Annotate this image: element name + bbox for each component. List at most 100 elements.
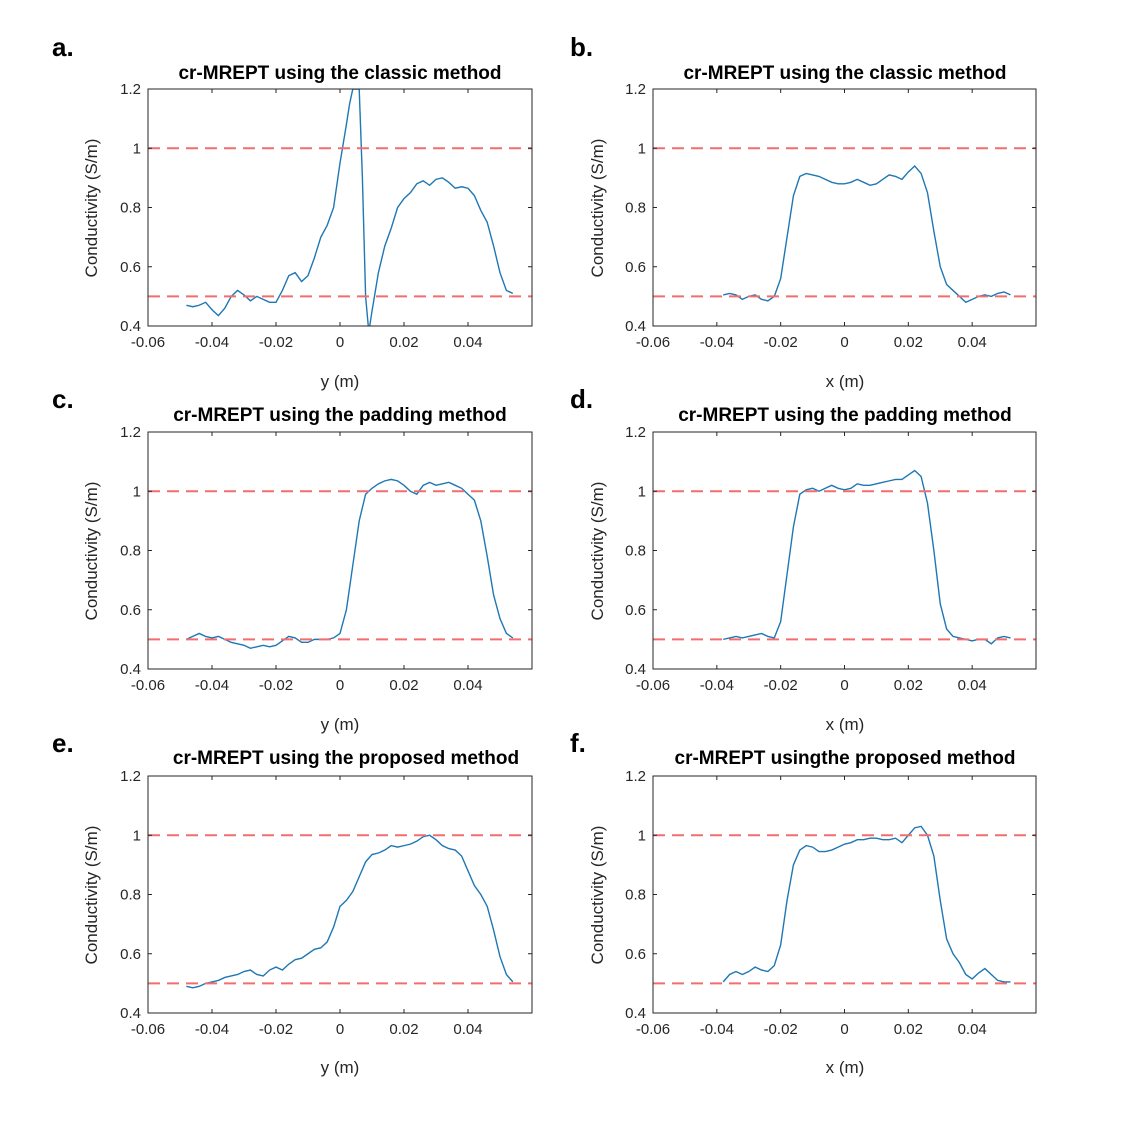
y-axis-label-a: Conductivity (S/m) xyxy=(82,139,101,278)
x-tick-label-b-5: 0.04 xyxy=(958,334,987,351)
x-tick-label-e-0: -0.06 xyxy=(131,1021,165,1038)
y-tick-label-c-1: 0.6 xyxy=(120,602,141,619)
x-tick-label-d-3: 0 xyxy=(840,677,848,694)
y-tick-label-a-1: 0.6 xyxy=(120,259,141,276)
x-axis-label-f: x (m) xyxy=(826,1058,865,1077)
y-axis-label-b: Conductivity (S/m) xyxy=(588,139,607,278)
x-tick-label-d-5: 0.04 xyxy=(958,677,987,694)
x-tick-label-b-0: -0.06 xyxy=(636,334,670,351)
x-tick-label-d-4: 0.02 xyxy=(894,677,923,694)
y-tick-label-d-4: 1.2 xyxy=(625,424,646,441)
y-tick-label-f-1: 0.6 xyxy=(625,946,646,963)
series-line-f-0 xyxy=(722,825,1011,983)
x-tick-label-a-5: 0.04 xyxy=(453,334,482,351)
y-tick-label-e-0: 0.4 xyxy=(120,1005,141,1022)
x-axis-label-b: x (m) xyxy=(826,372,865,391)
panel-label-f: f. xyxy=(570,728,586,758)
y-tick-label-d-3: 1 xyxy=(638,483,646,500)
x-tick-label-f-5: 0.04 xyxy=(958,1021,987,1038)
x-tick-label-c-0: -0.06 xyxy=(131,677,165,694)
y-tick-label-d-2: 0.8 xyxy=(625,543,646,560)
x-tick-label-b-3: 0 xyxy=(840,334,848,351)
x-tick-label-f-2: -0.02 xyxy=(764,1021,798,1038)
x-tick-label-f-4: 0.02 xyxy=(894,1021,923,1038)
y-tick-label-d-0: 0.4 xyxy=(625,661,646,678)
y-tick-label-c-4: 1.2 xyxy=(120,424,141,441)
x-tick-label-a-0: -0.06 xyxy=(131,334,165,351)
panel-label-e: e. xyxy=(52,728,74,758)
chart-title-a: cr-MREPT using the classic method xyxy=(178,63,501,84)
y-tick-label-c-0: 0.4 xyxy=(120,661,141,678)
y-tick-label-f-4: 1.2 xyxy=(625,768,646,785)
x-tick-label-f-1: -0.04 xyxy=(700,1021,734,1038)
x-axis-label-e: y (m) xyxy=(321,1058,360,1077)
x-tick-label-f-3: 0 xyxy=(840,1021,848,1038)
panel-f: f. cr-MREPT usingthe proposed method x (… xyxy=(570,728,1037,1077)
panel-c: c. cr-MREPT using the padding method y (… xyxy=(52,384,533,734)
y-axis-label-f: Conductivity (S/m) xyxy=(588,826,607,965)
x-tick-label-e-3: 0 xyxy=(336,1021,344,1038)
panel-label-a: a. xyxy=(52,32,74,62)
y-tick-label-e-1: 0.6 xyxy=(120,946,141,963)
y-axis-label-d: Conductivity (S/m) xyxy=(588,482,607,621)
y-tick-label-a-4: 1.2 xyxy=(120,81,141,98)
y-tick-label-f-3: 1 xyxy=(638,827,646,844)
y-tick-label-b-0: 0.4 xyxy=(625,318,646,335)
y-tick-label-e-4: 1.2 xyxy=(120,768,141,785)
x-tick-label-e-4: 0.02 xyxy=(389,1021,418,1038)
y-tick-label-c-3: 1 xyxy=(133,483,141,500)
x-tick-label-e-1: -0.04 xyxy=(195,1021,229,1038)
panel-label-d: d. xyxy=(570,384,593,414)
x-tick-label-c-2: -0.02 xyxy=(259,677,293,694)
y-tick-label-f-0: 0.4 xyxy=(625,1005,646,1022)
x-tick-label-c-1: -0.04 xyxy=(195,677,229,694)
panel-b: b. cr-MREPT using the classic method x (… xyxy=(570,32,1037,391)
x-tick-label-d-0: -0.06 xyxy=(636,677,670,694)
y-axis-label-c: Conductivity (S/m) xyxy=(82,482,101,621)
y-tick-label-b-4: 1.2 xyxy=(625,81,646,98)
x-tick-label-a-1: -0.04 xyxy=(195,334,229,351)
x-tick-label-e-5: 0.04 xyxy=(453,1021,482,1038)
panel-label-c: c. xyxy=(52,384,74,414)
x-tick-label-a-2: -0.02 xyxy=(259,334,293,351)
y-tick-label-e-3: 1 xyxy=(133,827,141,844)
panel-e: e. cr-MREPT using the proposed method y … xyxy=(52,728,533,1077)
y-tick-label-a-3: 1 xyxy=(133,140,141,157)
panel-a: a. cr-MREPT using the classic method y (… xyxy=(52,32,533,391)
x-tick-label-e-2: -0.02 xyxy=(259,1021,293,1038)
x-tick-label-c-3: 0 xyxy=(336,677,344,694)
x-tick-label-d-1: -0.04 xyxy=(700,677,734,694)
x-tick-label-c-5: 0.04 xyxy=(453,677,482,694)
y-axis-label-e: Conductivity (S/m) xyxy=(82,826,101,965)
y-tick-label-a-0: 0.4 xyxy=(120,318,141,335)
y-tick-label-a-2: 0.8 xyxy=(120,200,141,217)
y-tick-label-d-1: 0.6 xyxy=(625,602,646,619)
chart-title-e: cr-MREPT using the proposed method xyxy=(173,748,519,769)
x-tick-label-b-1: -0.04 xyxy=(700,334,734,351)
x-tick-label-b-4: 0.02 xyxy=(894,334,923,351)
y-tick-label-f-2: 0.8 xyxy=(625,887,646,904)
x-tick-label-a-3: 0 xyxy=(336,334,344,351)
y-tick-label-b-2: 0.8 xyxy=(625,200,646,217)
chart-title-f: cr-MREPT usingthe proposed method xyxy=(675,748,1016,769)
x-tick-label-f-0: -0.06 xyxy=(636,1021,670,1038)
chart-title-b: cr-MREPT using the classic method xyxy=(683,63,1006,84)
panel-d: d. cr-MREPT using the padding method x (… xyxy=(570,384,1037,734)
y-tick-label-b-1: 0.6 xyxy=(625,259,646,276)
y-tick-label-c-2: 0.8 xyxy=(120,543,141,560)
chart-title-d: cr-MREPT using the padding method xyxy=(678,405,1012,426)
x-tick-label-d-2: -0.02 xyxy=(764,677,798,694)
series-line-b-0 xyxy=(723,165,1011,304)
y-tick-label-e-2: 0.8 xyxy=(120,887,141,904)
panel-label-b: b. xyxy=(570,32,593,62)
x-tick-label-a-4: 0.02 xyxy=(389,334,418,351)
x-tick-label-b-2: -0.02 xyxy=(764,334,798,351)
y-tick-label-b-3: 1 xyxy=(638,140,646,157)
series-line-e-0 xyxy=(186,834,514,989)
x-axis-label-a: y (m) xyxy=(321,372,360,391)
chart-title-c: cr-MREPT using the padding method xyxy=(173,405,507,426)
x-tick-label-c-4: 0.02 xyxy=(389,677,418,694)
series-line-c-0 xyxy=(186,478,514,649)
